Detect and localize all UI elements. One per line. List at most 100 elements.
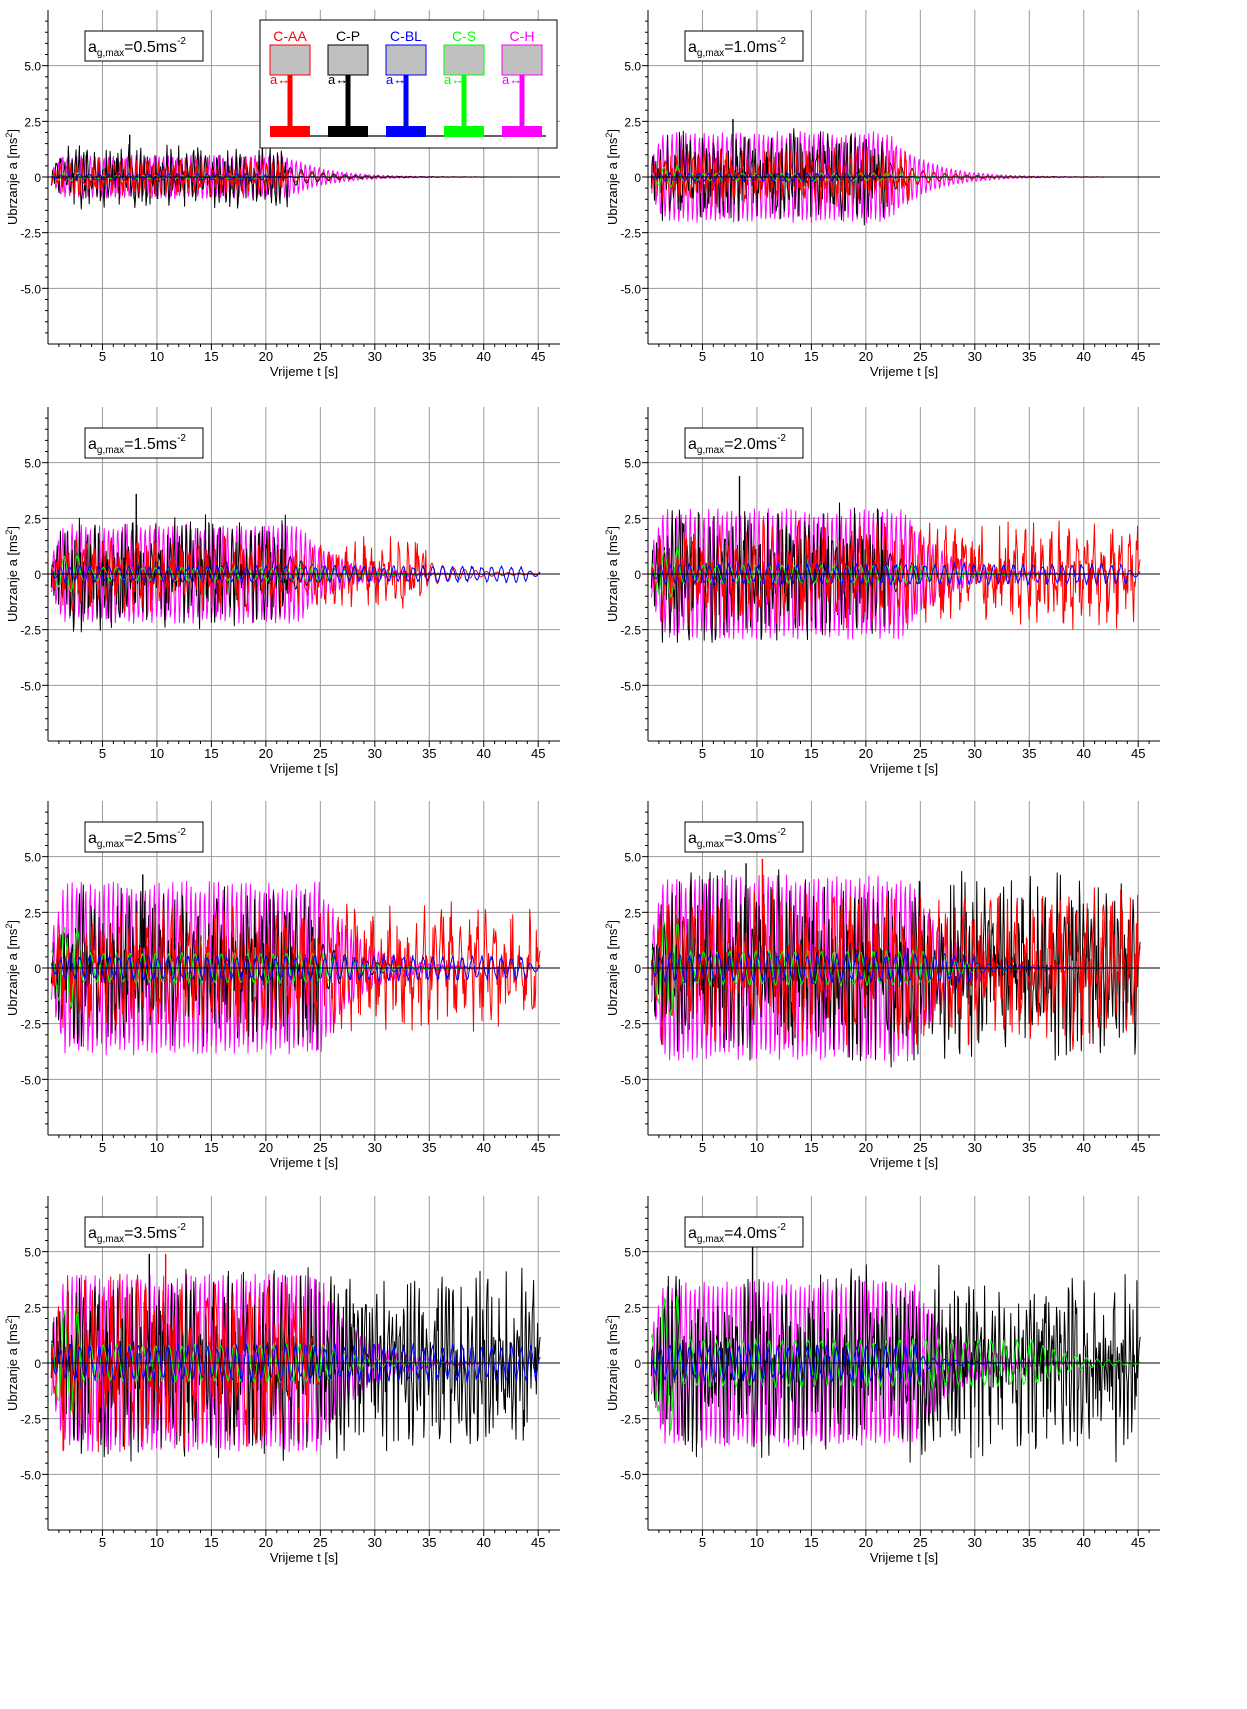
x-tick-label: 25 bbox=[313, 746, 327, 761]
x-tick-label: 10 bbox=[150, 1535, 164, 1550]
series-line-c-aa bbox=[650, 887, 1141, 1050]
x-tick-label: 15 bbox=[804, 746, 818, 761]
x-tick-label: 35 bbox=[1022, 1535, 1036, 1550]
x-tick-label: 15 bbox=[204, 746, 218, 761]
y-tick-label: 2.5 bbox=[24, 512, 41, 526]
x-tick-label: 25 bbox=[313, 349, 327, 364]
y-axis-label: Ubrzanje a [ms2] bbox=[4, 129, 20, 225]
y-tick-label: 2.5 bbox=[624, 906, 641, 920]
legend-arrow-label: a↔ bbox=[328, 72, 348, 87]
annotation-label: ag,max=3.0ms-2 bbox=[688, 827, 786, 850]
y-tick-label: -5.0 bbox=[620, 679, 641, 693]
x-tick-label: 35 bbox=[422, 746, 436, 761]
legend-mass-block bbox=[269, 44, 311, 76]
y-tick-label: 2.5 bbox=[624, 115, 641, 129]
annotation-label: ag,max=2.5ms-2 bbox=[88, 827, 186, 850]
y-tick-label: 0 bbox=[34, 1357, 41, 1371]
x-tick-label: 40 bbox=[477, 349, 491, 364]
x-tick-label: 10 bbox=[750, 746, 764, 761]
x-tick-label: 20 bbox=[259, 1535, 273, 1550]
annotation-box bbox=[84, 821, 204, 853]
y-tick-label: 2.5 bbox=[624, 1301, 641, 1315]
series-traces bbox=[650, 476, 1141, 643]
legend-item-c-aa: C-AA a↔ bbox=[269, 28, 311, 137]
x-tick-label: 20 bbox=[859, 349, 873, 364]
y-tick-label: 2.5 bbox=[24, 1301, 41, 1315]
legend-base bbox=[328, 126, 368, 137]
x-tick-label: 45 bbox=[1131, 1140, 1145, 1155]
x-tick-label: 10 bbox=[150, 1140, 164, 1155]
x-tick-label: 10 bbox=[750, 1140, 764, 1155]
x-tick-label: 5 bbox=[699, 1535, 706, 1550]
chart-panel-8: 5 10 15 20 25 30 35 40 45 -5.0 -2.5 0 2.5 5.0 Vrijeme … bbox=[604, 1196, 1160, 1565]
series-traces bbox=[50, 493, 541, 633]
y-tick-label: 0 bbox=[34, 962, 41, 976]
annotation-box bbox=[84, 427, 204, 459]
y-tick-label: 2.5 bbox=[24, 906, 41, 920]
chart-panel-2: 5 10 15 20 25 30 35 40 45 -5.0 -2.5 0 2.5 5.0 Vrijeme … bbox=[604, 10, 1160, 379]
y-tick-label: -5.0 bbox=[20, 282, 41, 296]
x-tick-label: 15 bbox=[804, 1140, 818, 1155]
x-tick-label: 35 bbox=[1022, 349, 1036, 364]
x-tick-label: 45 bbox=[531, 1140, 545, 1155]
x-tick-label: 25 bbox=[913, 1535, 927, 1550]
legend-base bbox=[270, 126, 310, 137]
legend-base bbox=[502, 126, 542, 137]
x-tick-label: 25 bbox=[913, 349, 927, 364]
x-tick-label: 30 bbox=[368, 746, 382, 761]
annotation-label: ag,max=3.5ms-2 bbox=[88, 1222, 186, 1245]
x-tick-label: 30 bbox=[368, 1535, 382, 1550]
y-tick-label: 0 bbox=[634, 1357, 641, 1371]
x-tick-label: 25 bbox=[913, 1140, 927, 1155]
legend-label: C-AA bbox=[273, 28, 307, 44]
series-line-c-bl bbox=[650, 952, 1141, 984]
chart-panel-3: 5 10 15 20 25 30 35 40 45 -5.0 -2.5 0 2.5 5.0 Vrijeme … bbox=[4, 407, 560, 776]
series-traces bbox=[50, 874, 541, 1056]
chart-panel-6: 5 10 15 20 25 30 35 40 45 -5.0 -2.5 0 2.5 5.0 Vrijeme … bbox=[604, 801, 1160, 1170]
x-tick-label: 30 bbox=[368, 1140, 382, 1155]
y-tick-label: 0 bbox=[634, 171, 641, 185]
y-tick-label: 5.0 bbox=[624, 851, 641, 865]
x-tick-label: 5 bbox=[699, 349, 706, 364]
x-tick-label: 45 bbox=[531, 746, 545, 761]
series-line-c-bl bbox=[51, 954, 541, 982]
legend-label: C-S bbox=[452, 28, 476, 44]
series-line-c-bl bbox=[650, 562, 1141, 586]
x-axis-label: Vrijeme t [s] bbox=[270, 364, 338, 379]
x-tick-label: 40 bbox=[477, 1535, 491, 1550]
y-axis-label: Ubrzanje a [ms2] bbox=[4, 1315, 20, 1411]
x-tick-label: 40 bbox=[1077, 349, 1091, 364]
y-tick-label: 5.0 bbox=[24, 60, 41, 74]
y-tick-label: 5.0 bbox=[24, 851, 41, 865]
annotation-box bbox=[684, 821, 804, 853]
y-tick-label: 0 bbox=[34, 568, 41, 582]
x-tick-label: 10 bbox=[150, 349, 164, 364]
x-axis-label: Vrijeme t [s] bbox=[270, 1155, 338, 1170]
x-tick-label: 5 bbox=[699, 746, 706, 761]
series-traces bbox=[50, 1253, 541, 1462]
x-axis-label: Vrijeme t [s] bbox=[870, 761, 938, 776]
x-tick-label: 10 bbox=[750, 1535, 764, 1550]
x-tick-label: 40 bbox=[1077, 1535, 1091, 1550]
legend-item-c-p: C-P a↔ bbox=[327, 28, 369, 137]
y-tick-label: -2.5 bbox=[620, 1413, 641, 1427]
x-tick-label: 35 bbox=[422, 1535, 436, 1550]
y-axis-label: Ubrzanje a [ms2] bbox=[4, 920, 20, 1016]
legend-base bbox=[386, 126, 426, 137]
x-tick-label: 45 bbox=[531, 349, 545, 364]
x-axis-label: Vrijeme t [s] bbox=[270, 761, 338, 776]
y-tick-label: -2.5 bbox=[20, 1018, 41, 1032]
y-tick-label: 0 bbox=[634, 962, 641, 976]
legend-arrow-label: a↔ bbox=[270, 72, 290, 87]
annotation-label: ag,max=0.5ms-2 bbox=[88, 36, 186, 59]
x-tick-label: 20 bbox=[859, 746, 873, 761]
x-tick-label: 10 bbox=[750, 349, 764, 364]
y-tick-label: -5.0 bbox=[620, 1468, 641, 1482]
y-axis-label: Ubrzanje a [ms2] bbox=[604, 129, 620, 225]
y-axis-label: Ubrzanje a [ms2] bbox=[604, 920, 620, 1016]
x-tick-label: 30 bbox=[968, 1535, 982, 1550]
series-line-c-p bbox=[650, 1264, 1141, 1463]
legend-mass-block bbox=[501, 44, 543, 76]
x-tick-label: 30 bbox=[968, 746, 982, 761]
